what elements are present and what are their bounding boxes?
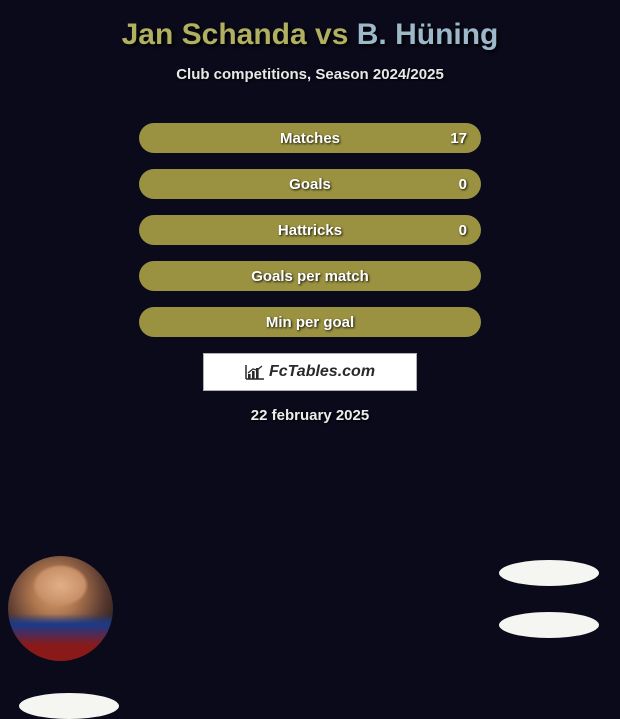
chart-icon: [245, 364, 265, 380]
stat-label: Hattricks: [278, 222, 342, 239]
stat-bar-matches: Matches 17: [139, 123, 481, 153]
date-label: 22 february 2025: [251, 407, 369, 424]
stats-bars: Matches 17 Goals 0 Hattricks 0 Goals per…: [139, 123, 481, 337]
stat-label: Min per goal: [266, 314, 354, 331]
stat-value: 0: [459, 176, 467, 193]
title-player2: B. Hüning: [357, 18, 499, 51]
player2-name-placeholder: [499, 612, 599, 638]
stat-label: Goals: [289, 176, 331, 193]
player2-avatar-placeholder: [499, 560, 599, 586]
stat-label: Matches: [280, 130, 340, 147]
subtitle: Club competitions, Season 2024/2025: [176, 66, 444, 83]
title-player1: Jan Schanda: [122, 18, 307, 51]
player1-name-placeholder: [19, 693, 119, 719]
stat-bar-goals-per-match: Goals per match: [139, 261, 481, 291]
player1-avatar: [8, 556, 113, 661]
stat-label: Goals per match: [251, 268, 369, 285]
comparison-panel: Jan Schanda vs B. Hüning Club competitio…: [0, 0, 620, 434]
stat-bar-min-per-goal: Min per goal: [139, 307, 481, 337]
source-logo[interactable]: FcTables.com: [203, 353, 417, 391]
page-title: Jan Schanda vs B. Hüning: [122, 18, 499, 52]
stat-value: 0: [459, 222, 467, 239]
stat-value: 17: [450, 130, 467, 147]
logo-text: FcTables.com: [269, 363, 375, 381]
title-vs: vs: [315, 18, 348, 51]
stat-bar-goals: Goals 0: [139, 169, 481, 199]
stat-bar-hattricks: Hattricks 0: [139, 215, 481, 245]
